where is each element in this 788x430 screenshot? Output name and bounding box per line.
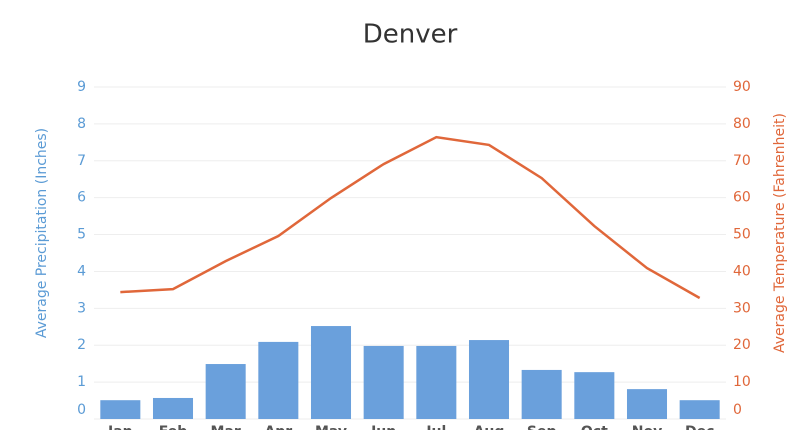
bar: [152, 397, 194, 419]
x-tick-label: Oct: [581, 424, 608, 430]
y2-tick-label: 10: [733, 374, 751, 390]
y-tick-label: 2: [77, 337, 86, 353]
bar: [205, 364, 246, 419]
y-tick-label: 9: [77, 79, 86, 95]
y-tick-label: 7: [77, 153, 86, 169]
y2-tick-label: 0: [733, 402, 742, 418]
x-tick-label: Jan: [107, 424, 133, 430]
bar: [626, 389, 668, 419]
bar: [679, 400, 720, 419]
y2-tick-label: 30: [733, 300, 751, 316]
y-tick-label: 3: [77, 300, 86, 316]
bar: [100, 400, 141, 419]
x-tick-label: Dec: [685, 424, 714, 430]
y2-tick-label: 60: [733, 190, 751, 206]
bar: [574, 372, 615, 419]
x-tick-label: Aug: [474, 424, 505, 430]
y-tick-label: 4: [77, 263, 86, 279]
chart-title: Denver: [363, 20, 458, 50]
bar: [468, 340, 510, 419]
x-tick-label: Sep: [527, 424, 557, 430]
y-tick-label: 0: [77, 402, 86, 418]
bar: [258, 341, 299, 419]
bar: [416, 345, 457, 419]
x-tick-label: May: [315, 424, 347, 430]
y2-tick-label: 90: [733, 79, 751, 95]
y-axis-title: Average Precipitation (Inches): [34, 128, 50, 338]
y2-tick-label: 70: [733, 153, 751, 169]
y-tick-label: 8: [77, 116, 86, 132]
bar: [363, 345, 404, 419]
x-tick-label: Jul: [425, 424, 446, 430]
y2-tick-label: 40: [733, 263, 751, 279]
y-tick-label: 1: [77, 374, 86, 390]
x-tick-label: Nov: [632, 424, 662, 430]
y2-tick-label: 20: [733, 337, 751, 353]
x-tick-label: Apr: [264, 424, 292, 430]
y2-axis-title: Average Temperature (Fahrenheit): [772, 113, 788, 353]
bar: [521, 369, 562, 419]
x-tick-label: Mar: [211, 424, 241, 430]
y-tick-label: 5: [77, 227, 86, 243]
line: [120, 135, 701, 300]
y2-tick-label: 50: [733, 227, 751, 243]
y-tick-label: 6: [77, 190, 86, 206]
x-tick-label: Feb: [159, 424, 188, 430]
bar: [310, 326, 352, 419]
y2-tick-label: 80: [733, 116, 751, 132]
x-tick-label: Jun: [370, 424, 396, 430]
